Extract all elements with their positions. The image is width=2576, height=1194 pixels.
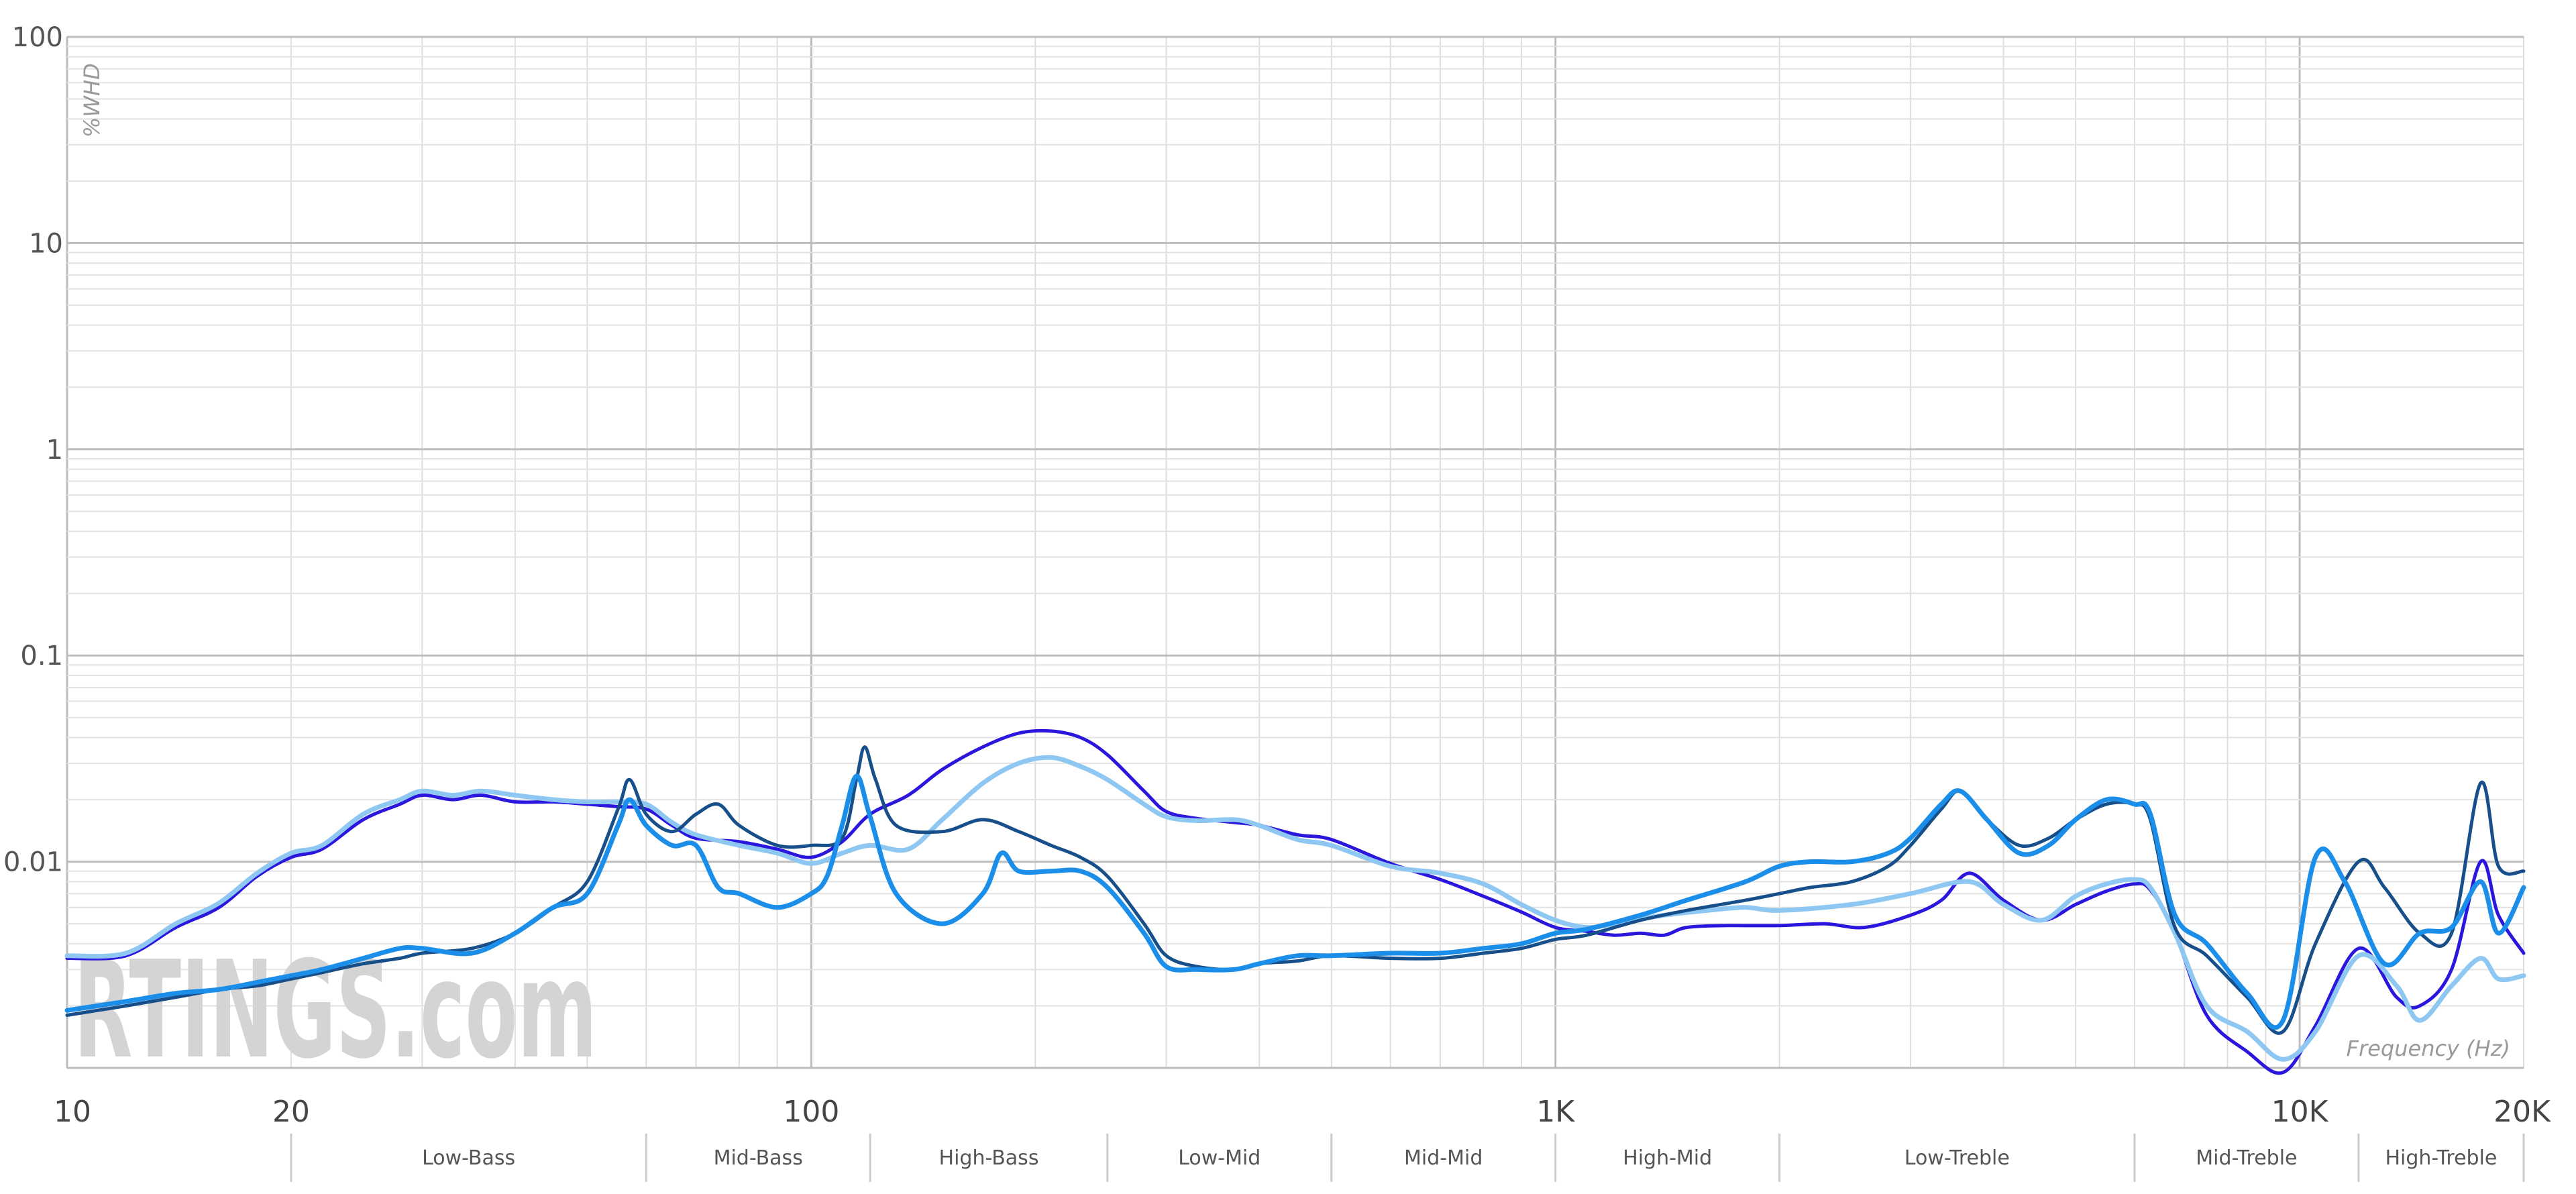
band-label: High-Mid (1623, 1146, 1712, 1170)
band-label: High-Bass (939, 1146, 1039, 1170)
x-tick-label: 10 (54, 1095, 91, 1129)
y-tick-label: 0.01 (3, 847, 63, 878)
y-axis-title: %WHD (79, 63, 105, 138)
rtings-watermark: RTINGS.com (74, 932, 597, 1089)
band-label: Low-Treble (1904, 1146, 2010, 1170)
x-tick-label: 20K (2493, 1095, 2551, 1129)
band-label: Low-Mid (1178, 1146, 1260, 1170)
y-axis-labels: 100 10 1 0.1 0.01 (3, 22, 63, 878)
frequency-bands: Low-Bass Mid-Bass High-Bass Low-Mid Mid-Mid H… (290, 1134, 2525, 1182)
band-label: High-Treble (2385, 1146, 2497, 1170)
series-lines (64, 728, 2526, 1075)
x-axis-title: Frequency (Hz) (2347, 1036, 2510, 1061)
chart-grid (66, 36, 2524, 1069)
x-axis-labels: 10 20 100 1K 10K 20K (54, 1095, 2551, 1129)
plot-frame (66, 36, 2524, 1069)
y-tick-label: 1 (46, 435, 63, 466)
x-tick-label: 20 (272, 1095, 310, 1129)
y-tick-label: 0.1 (20, 641, 63, 671)
series-line-3 (65, 745, 2526, 1035)
band-label: Mid-Bass (714, 1146, 803, 1170)
band-label: Mid-Mid (1404, 1146, 1483, 1170)
series-line-4 (64, 773, 2526, 1030)
x-tick-label: 10K (2271, 1095, 2329, 1129)
y-tick-label: 10 (29, 228, 63, 259)
band-label: Low-Bass (422, 1146, 515, 1170)
y-tick-label: 100 (12, 22, 63, 53)
band-label: Mid-Treble (2196, 1146, 2297, 1170)
series-line-2 (64, 755, 2526, 1062)
x-tick-label: 100 (783, 1095, 839, 1129)
x-tick-label: 1K (1536, 1095, 1575, 1129)
